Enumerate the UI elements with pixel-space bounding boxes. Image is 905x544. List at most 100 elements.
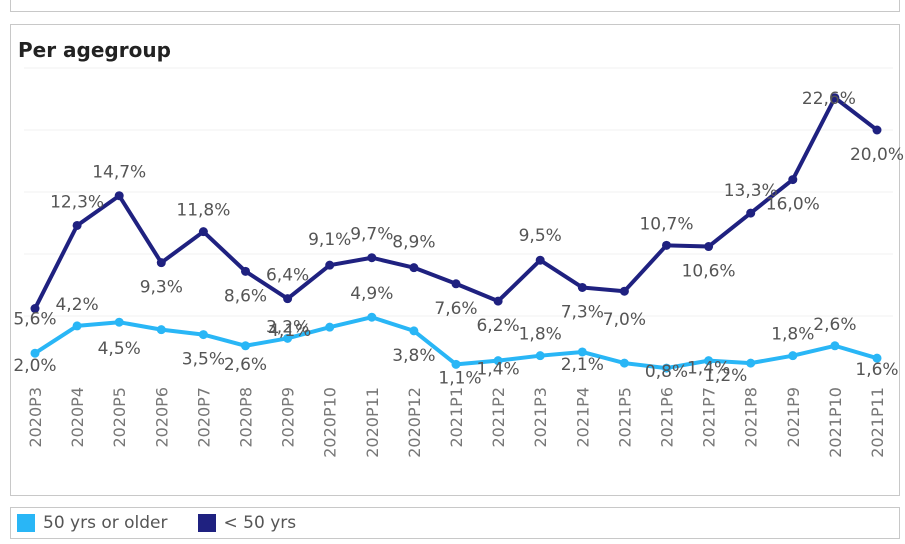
data-label: 3,5% [182,350,225,370]
data-label: 3,8% [392,346,435,366]
data-point [830,341,840,351]
data-label: 16,0% [766,195,820,215]
legend-label-younger: < 50 yrs [223,513,297,533]
data-point [409,326,419,336]
data-label: 1,6% [855,360,898,380]
x-tick-label: 2021P10 [826,387,845,458]
x-tick-label: 2020P9 [279,387,298,448]
data-point [451,279,461,289]
data-point [662,363,671,373]
top-panel [10,0,900,12]
data-point [788,351,798,361]
line-chart: 2,0%4,2%4,5%3,5%2,6%3,2%4,1%4,9%3,8%1,1%… [13,67,904,458]
x-tick-label: 2021P9 [784,387,803,448]
data-point [367,312,377,322]
data-point [241,266,250,276]
x-tick-label: 2021P5 [615,387,634,448]
data-point [746,358,756,368]
legend-swatch-younger [197,514,216,532]
data-label: 2,6% [224,355,267,375]
data-point [283,294,293,304]
data-label: 6,2% [476,316,519,336]
data-point [746,208,756,218]
legend-item-older[interactable]: 50 yrs or older [17,513,168,533]
data-label: 12,3% [50,192,104,212]
data-label: 5,6% [13,310,56,330]
data-label: 2,6% [813,315,856,335]
data-point [325,260,335,270]
data-label: 1,1% [438,368,481,388]
data-point [577,347,587,357]
data-point [535,351,545,361]
data-label: 8,9% [392,233,435,253]
data-point [830,93,840,103]
data-point [872,353,882,363]
data-point [72,321,82,331]
data-label: 7,0% [603,310,646,330]
data-point [114,191,124,201]
data-point [577,282,587,292]
data-label: 4,2% [55,295,98,315]
data-point [704,356,714,366]
data-point [198,227,208,237]
legend-swatch-older [17,514,35,532]
data-label: 1,8% [519,325,562,345]
x-tick-label: 2020P6 [152,387,171,448]
data-point [409,263,419,273]
data-point [872,125,882,135]
data-label: 10,7% [639,214,693,234]
data-label: 2,1% [561,355,604,375]
x-tick-label: 2021P11 [868,387,887,458]
data-point [114,317,124,327]
data-label: 9,3% [140,278,183,298]
x-tick-label: 2021P2 [489,387,508,448]
x-tick-label: 2021P3 [531,387,550,448]
x-tick-label: 2021P1 [447,387,466,448]
data-point [662,240,671,250]
x-tick-label: 2020P10 [321,387,340,458]
data-point [156,325,166,335]
data-point [30,304,40,314]
data-label: 14,7% [92,163,146,183]
x-tick-label: 2021P7 [700,387,719,448]
data-label: 2,0% [13,356,56,376]
data-label: 8,6% [224,286,267,306]
x-tick-label: 2020P12 [405,387,424,458]
data-label: 1,2% [704,366,747,386]
data-label: 1,4% [476,360,519,380]
x-tick-label: 2020P3 [26,387,45,448]
legend: 50 yrs or older < 50 yrs [10,507,900,539]
data-label: 1,4% [687,359,730,379]
data-point [619,286,629,296]
data-point [493,296,503,306]
data-label: 4,1% [268,321,311,341]
chart-title: Per agegroup [18,38,171,62]
data-label: 9,5% [519,226,562,246]
data-label: 6,4% [266,266,309,286]
data-label: 9,7% [350,225,393,245]
data-point [325,322,335,332]
legend-item-younger[interactable]: < 50 yrs [197,513,297,533]
x-tick-label: 2021P4 [573,387,592,448]
data-point [198,330,208,340]
data-point [619,358,629,368]
data-label: 9,1% [308,230,351,250]
data-point [535,255,545,265]
data-label: 20,0% [850,145,904,165]
x-tick-label: 2020P7 [194,387,213,448]
legend-label-older: 50 yrs or older [43,513,168,533]
data-point [156,258,166,268]
x-tick-label: 2020P5 [110,387,129,448]
data-point [30,348,40,358]
data-label: 11,8% [176,201,230,221]
data-label: 13,3% [724,181,778,201]
data-point [788,175,798,185]
x-tick-label: 2020P11 [363,387,382,458]
data-point [451,359,461,369]
data-label: 1,8% [771,325,814,345]
data-label: 10,6% [682,262,736,282]
data-point [704,242,714,252]
data-point [493,356,503,366]
data-point [241,341,250,351]
data-label: 3,2% [266,317,309,337]
